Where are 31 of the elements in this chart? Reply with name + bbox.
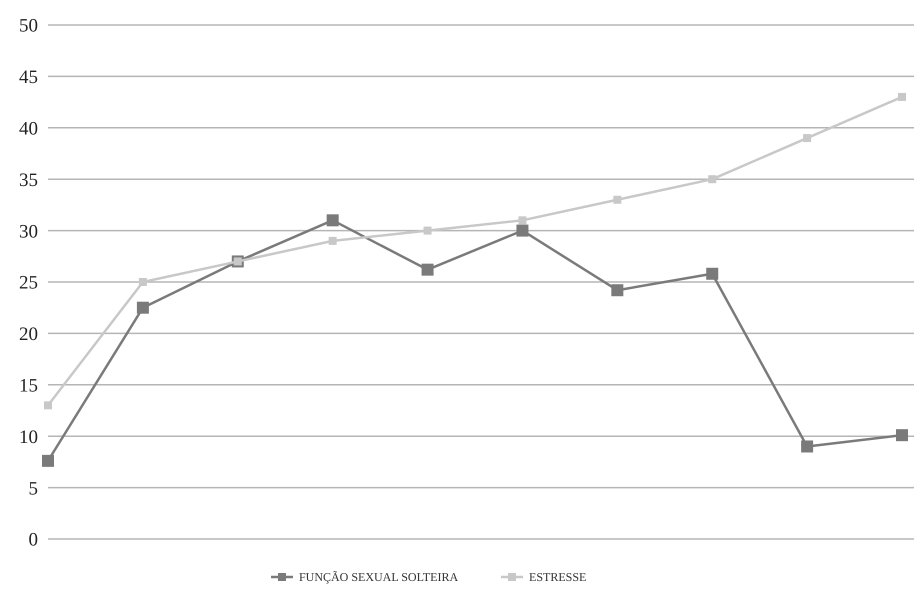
y-tick-label: 20 — [19, 324, 38, 346]
point — [801, 440, 814, 452]
point — [896, 429, 908, 442]
legend-label: FUNÇÃO SEXUAL SOLTEIRA — [299, 570, 458, 584]
y-tick-label: 50 — [19, 16, 38, 37]
point — [42, 454, 54, 467]
legend-label: ESTRESSE — [529, 570, 586, 584]
y-tick-label: 0 — [28, 530, 38, 551]
point — [44, 401, 52, 410]
y-tick-label: 25 — [19, 272, 38, 294]
point — [708, 175, 716, 184]
y-tick-label: 15 — [19, 375, 38, 396]
point — [898, 92, 906, 101]
point — [136, 302, 149, 314]
y-tick-label: 35 — [19, 170, 38, 191]
y-tick-label: 45 — [19, 67, 38, 88]
point — [424, 226, 432, 235]
point — [422, 264, 434, 276]
y-tick-label: 5 — [28, 478, 38, 500]
point — [516, 224, 528, 237]
point — [328, 236, 337, 245]
point — [518, 216, 526, 224]
y-tick-label: 30 — [19, 221, 38, 242]
y-tick-label: 10 — [19, 426, 38, 448]
point — [706, 268, 718, 280]
point — [803, 134, 812, 142]
point — [138, 278, 147, 286]
point — [613, 196, 622, 204]
point — [611, 284, 624, 296]
point — [326, 214, 339, 226]
y-tick-label: 40 — [19, 118, 38, 140]
